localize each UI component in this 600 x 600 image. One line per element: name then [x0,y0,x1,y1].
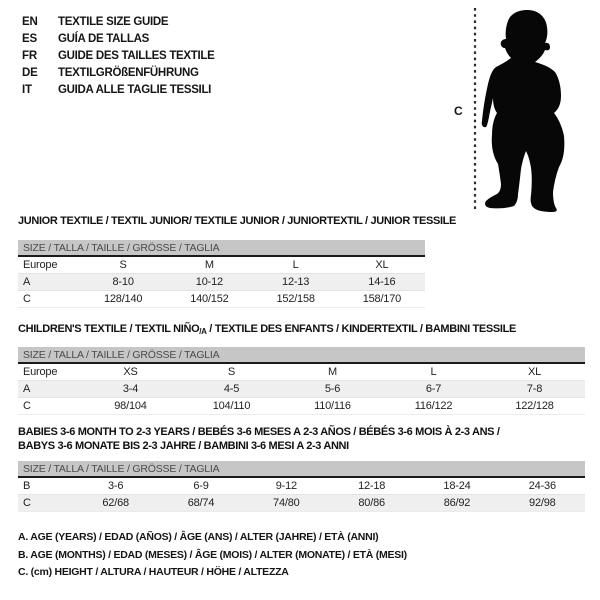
size-cell: 80/86 [358,497,385,509]
language-code: DE [22,66,38,79]
row-label: C [23,400,31,412]
language-row-de: DE TEXTILGRÖßENFÜHRUNG [22,64,215,81]
size-cell: 8-10 [112,276,134,288]
size-cell: 10-12 [195,276,223,288]
size-cell: 98/104 [114,400,147,412]
size-cell: 3-4 [122,383,139,395]
language-row-es: ES GUÍA DE TALLAS [22,30,215,47]
size-cell: 4-5 [223,383,240,395]
children-title-post: / TEXTILE DES ENFANTS / KINDERTEXTIL / B… [206,323,516,335]
table-row: A 8-10 10-12 12-13 14-16 [18,274,425,291]
size-cell: 24-36 [528,480,556,492]
size-cell: 6-7 [425,383,442,395]
children-section-title: CHILDREN'S TEXTILE / TEXTIL NIÑO/A / TEX… [18,322,516,339]
size-cell: 12-18 [358,480,386,492]
size-cell: 5-6 [324,383,341,395]
table-row: Europe S M L XL [18,257,425,274]
language-code: EN [22,15,38,28]
size-cell: 6-9 [193,480,209,492]
size-cell: XL [375,259,389,271]
size-cell: 68/74 [187,497,215,509]
language-label: GUÍA DE TALLAS [58,32,149,45]
size-cell: 74/80 [273,497,300,509]
row-label: B [23,480,31,492]
size-cell: 18-24 [443,480,471,492]
language-row-en: EN TEXTILE SIZE GUIDE [22,13,215,30]
size-cell: 152/158 [276,293,315,305]
size-cell: L [292,259,299,271]
size-cell: 122/128 [515,400,554,412]
babies-size-table: SIZE / TALLA / TAILLE / GRÖSSE / TAGLIA … [18,461,585,512]
baby-silhouette-icon [481,10,565,212]
size-cell: 9-12 [275,480,297,492]
row-label: Europe [23,366,58,378]
table-row: C 128/140 140/152 152/158 158/170 [18,291,425,308]
table-row: Europe XS S M L XL [18,364,585,381]
size-cell: 116/122 [414,400,453,412]
size-cell: L [430,366,437,378]
junior-size-table: SIZE / TALLA / TAILLE / GRÖSSE / TAGLIA … [18,240,425,308]
footnote-b: B. AGE (MONTHS) / EDAD (MESES) / ÂGE (MO… [18,548,407,561]
row-label: C [23,293,31,305]
language-label: TEXTILE SIZE GUIDE [58,15,169,28]
size-cell: 104/110 [212,400,251,412]
language-header: EN TEXTILE SIZE GUIDE ES GUÍA DE TALLAS … [22,13,215,98]
babies-title-line1: BABIES 3-6 MONTH TO 2-3 YEARS / BEBÉS 3-… [18,426,500,438]
language-code: FR [22,49,37,62]
footnote-a: A. AGE (YEARS) / EDAD (AÑOS) / ÂGE (ANS)… [18,531,379,543]
footnote-c: C. (cm) HEIGHT / ALTURA / HAUTEUR / HÖHE… [18,566,289,578]
size-cell: 140/152 [190,293,229,305]
size-cell: M [328,366,337,378]
children-size-table: SIZE / TALLA / TAILLE / GRÖSSE / TAGLIA … [18,347,585,415]
height-dotted-line [473,8,477,211]
language-label: TEXTILGRÖßENFÜHRUNG [58,66,199,79]
babies-section-title: BABIES 3-6 MONTH TO 2-3 YEARS / BEBÉS 3-… [18,425,500,453]
size-cell: 110/116 [314,400,351,412]
row-label: Europe [23,259,58,271]
size-table-header: SIZE / TALLA / TAILLE / GRÖSSE / TAGLIA [18,461,585,478]
height-measure-label: C [454,104,463,118]
size-table-header: SIZE / TALLA / TAILLE / GRÖSSE / TAGLIA [18,347,585,364]
table-row: A 3-4 4-5 5-6 6-7 7-8 [18,381,585,398]
size-cell: 3-6 [108,480,124,492]
babies-title-line2: BABYS 3-6 MONATE BIS 2-3 JAHRE / BAMBINI… [18,440,349,452]
language-code: IT [22,83,32,96]
footnotes: A. AGE (YEARS) / EDAD (AÑOS) / ÂGE (ANS)… [18,529,407,582]
size-table-header: SIZE / TALLA / TAILLE / GRÖSSE / TAGLIA [18,240,425,257]
junior-section-title: JUNIOR TEXTILE / TEXTIL JUNIOR/ TEXTILE … [18,215,457,227]
size-cell: S [119,259,127,271]
size-cell: XL [527,366,542,378]
table-row: C 62/68 68/74 74/80 80/86 86/92 92/98 [18,495,585,512]
size-cell: S [227,366,236,378]
size-cell: 12-13 [282,276,310,288]
size-cell: 62/68 [102,497,129,509]
size-cell: 128/140 [103,293,143,305]
table-row: C 98/104 104/110 110/116 116/122 122/128 [18,398,585,415]
size-cell: M [204,259,214,271]
row-label: C [23,497,31,509]
language-row-it: IT GUIDA ALLE TAGLIE TESSILI [22,81,215,98]
language-row-fr: FR GUIDE DES TAILLES TEXTILE [22,47,215,64]
size-cell: 158/170 [362,293,402,305]
size-cell: 92/98 [529,497,556,509]
size-cell: 7-8 [526,383,543,395]
size-cell: 86/92 [443,497,471,509]
language-code: ES [22,32,37,45]
baby-height-figure: C [440,0,600,220]
row-label: A [23,276,31,288]
size-cell: 14-16 [368,276,396,288]
language-label: GUIDA ALLE TAGLIE TESSILI [58,83,212,96]
children-title-subscript: /A [199,327,207,336]
row-label: A [23,383,31,395]
table-row: B 3-6 6-9 9-12 12-18 18-24 24-36 [18,478,585,495]
size-cell: XS [123,366,138,378]
children-title-pre: CHILDREN'S TEXTILE / TEXTIL NIÑO [18,323,200,335]
language-label: GUIDE DES TAILLES TEXTILE [58,49,215,62]
